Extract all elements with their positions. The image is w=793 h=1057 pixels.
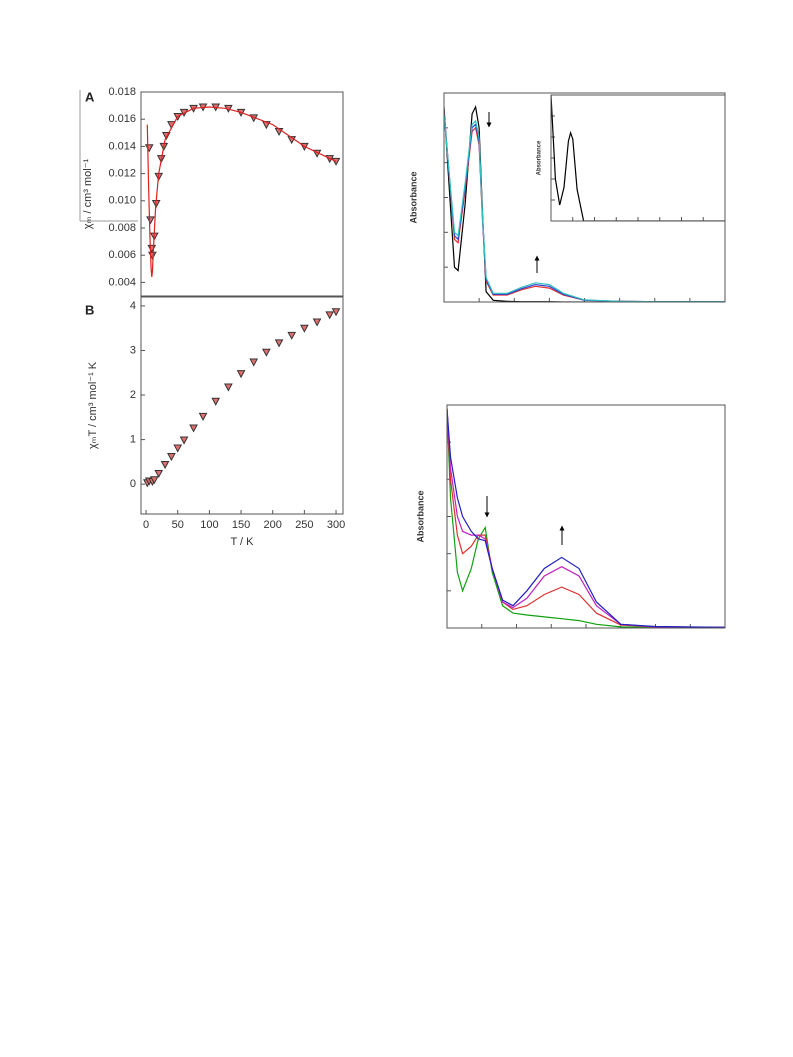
series-line: [447, 408, 725, 628]
data-marker: [173, 444, 183, 453]
data-marker: [262, 348, 271, 357]
x-tick-label: 250: [295, 519, 313, 531]
plot-area: [447, 408, 725, 628]
y-tick-label: 0.004: [108, 276, 136, 288]
chart: Absorbance: [415, 404, 726, 629]
panel-label: B: [85, 302, 94, 317]
y-tick-label: 3: [130, 344, 136, 356]
data-marker: [146, 216, 155, 225]
inset-background: [551, 95, 725, 221]
y-axis-label: Absorbance: [408, 171, 418, 223]
chart: Absorbance: [408, 92, 726, 303]
chart: Absorbance: [537, 94, 726, 222]
data-marker: [149, 476, 159, 485]
data-marker: [179, 436, 189, 445]
chart: 0.004 0.006 0.008 0.010 0.012 0.014 0.016 0.018…: [82, 86, 344, 297]
series-line: [447, 408, 725, 628]
y-tick-label: 4: [130, 300, 136, 312]
data-marker: [249, 358, 259, 367]
y-tick-label: 0.012: [108, 168, 136, 180]
y-tick-label: 0.008: [108, 222, 136, 234]
y-tick-label: 0: [130, 478, 136, 490]
y-axis-label: χₘT / cm³ mol⁻¹ K: [87, 361, 99, 449]
data-marker: [224, 383, 233, 392]
plot-area: [142, 308, 341, 488]
y-tick-label: 0.006: [108, 249, 136, 261]
y-tick-label: 0.018: [108, 86, 136, 98]
series-line: [447, 408, 725, 628]
data-marker: [287, 331, 297, 340]
data-marker: [211, 397, 221, 406]
plot-frame: [446, 404, 726, 629]
y-axis-label: χₘ / cm³ mol⁻¹: [82, 158, 94, 229]
data-marker: [154, 469, 164, 479]
x-tick-label: 50: [172, 519, 184, 531]
x-axis-label: T / K: [230, 536, 254, 548]
y-tick-label: 2: [130, 389, 136, 401]
plot-frame: [140, 91, 344, 297]
x-tick-label: 200: [264, 519, 282, 531]
x-tick-label: 100: [200, 519, 218, 531]
plot-area: [144, 103, 341, 278]
series-line: [146, 106, 337, 278]
y-axis-label: Absorbance: [537, 140, 543, 175]
data-marker: [312, 318, 322, 327]
x-tick-label: 0: [143, 519, 149, 531]
y-tick-label: 0.014: [108, 140, 136, 152]
x-tick-label: 300: [327, 519, 345, 531]
plot-frame: [140, 296, 344, 515]
series-line: [444, 113, 725, 302]
data-marker: [198, 412, 208, 421]
plot-area: [444, 104, 725, 302]
data-marker: [331, 308, 341, 317]
x-tick-label: 150: [232, 519, 250, 531]
y-axis-label: Absorbance: [415, 490, 425, 542]
data-marker: [274, 339, 284, 348]
data-marker: [300, 324, 309, 333]
series-line: [551, 95, 725, 221]
chart: 0 1 2 3 4 0 50 100 150 200 250 300 χₘT / cm³ mol⁻¹ K…: [85, 296, 345, 548]
y-tick-label: 0.010: [108, 195, 136, 207]
data-marker: [189, 424, 198, 433]
y-tick-label: 0.016: [108, 113, 136, 125]
data-marker: [325, 311, 335, 320]
series-line: [444, 104, 725, 302]
plot-frame: [550, 94, 726, 222]
data-marker: [236, 370, 246, 379]
data-marker: [167, 453, 176, 462]
plot-area: [551, 95, 725, 221]
y-tick-label: 1: [130, 433, 136, 445]
panel-label: A: [85, 89, 95, 104]
data-marker: [160, 461, 170, 470]
series-line: [447, 408, 725, 628]
